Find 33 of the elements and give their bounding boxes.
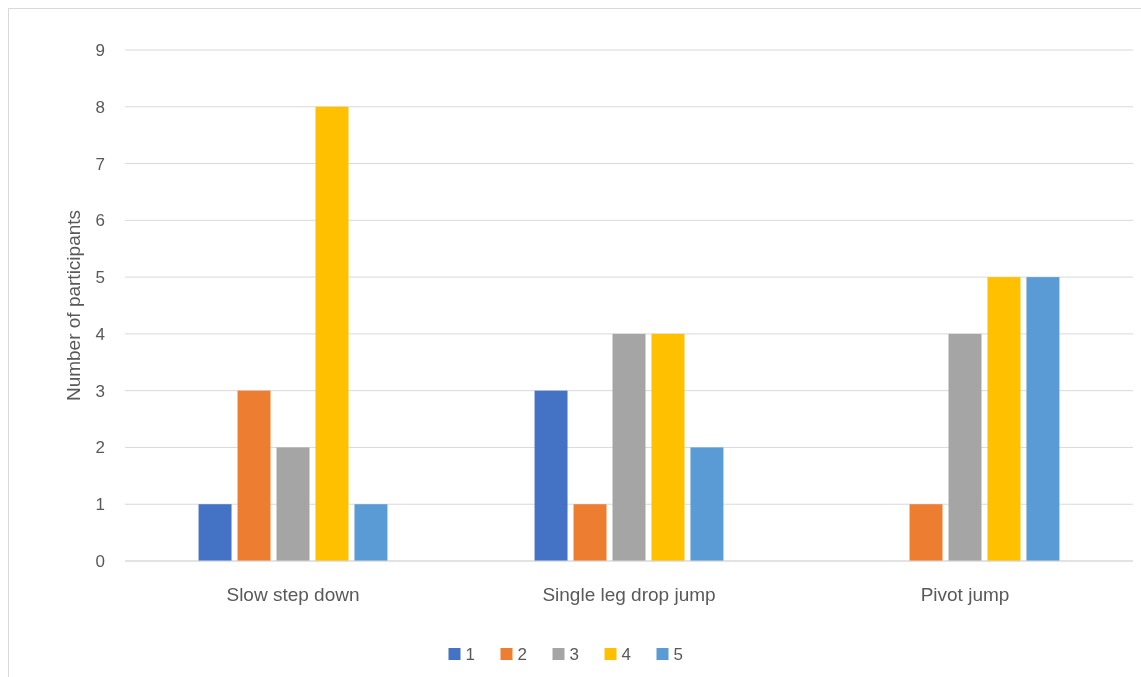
x-tick-label: Pivot jump — [920, 584, 1010, 605]
y-tick-label: 4 — [95, 324, 105, 344]
bar — [987, 277, 1021, 561]
legend-label: 2 — [517, 644, 527, 664]
y-tick-label: 7 — [95, 154, 105, 174]
y-tick-label: 2 — [95, 438, 105, 458]
bar — [354, 504, 388, 561]
bar — [612, 333, 646, 561]
bar — [315, 106, 349, 561]
y-tick-label: 6 — [95, 211, 105, 231]
y-tick-label: 8 — [95, 97, 105, 117]
bar — [198, 504, 232, 561]
legend-label: 4 — [621, 644, 631, 664]
y-tick-label: 5 — [95, 268, 105, 288]
x-tick-label: Single leg drop jump — [542, 584, 716, 605]
legend-label: 1 — [465, 644, 475, 664]
x-tick-label: Slow step down — [226, 584, 360, 605]
bar — [909, 504, 943, 561]
bar — [651, 333, 685, 561]
y-tick-label: 3 — [95, 381, 105, 401]
bar — [573, 504, 607, 561]
y-tick-label: 0 — [95, 551, 105, 571]
bar — [276, 447, 310, 561]
y-axis-title: Number of participants — [63, 209, 84, 402]
bar — [948, 333, 982, 561]
legend-label: 5 — [673, 644, 683, 664]
bar — [237, 390, 271, 561]
bar — [1026, 277, 1060, 561]
bar — [534, 390, 568, 561]
y-tick-label: 9 — [95, 40, 105, 60]
legend-label: 3 — [569, 644, 579, 664]
y-tick-label: 1 — [95, 495, 105, 515]
bar — [690, 447, 724, 561]
